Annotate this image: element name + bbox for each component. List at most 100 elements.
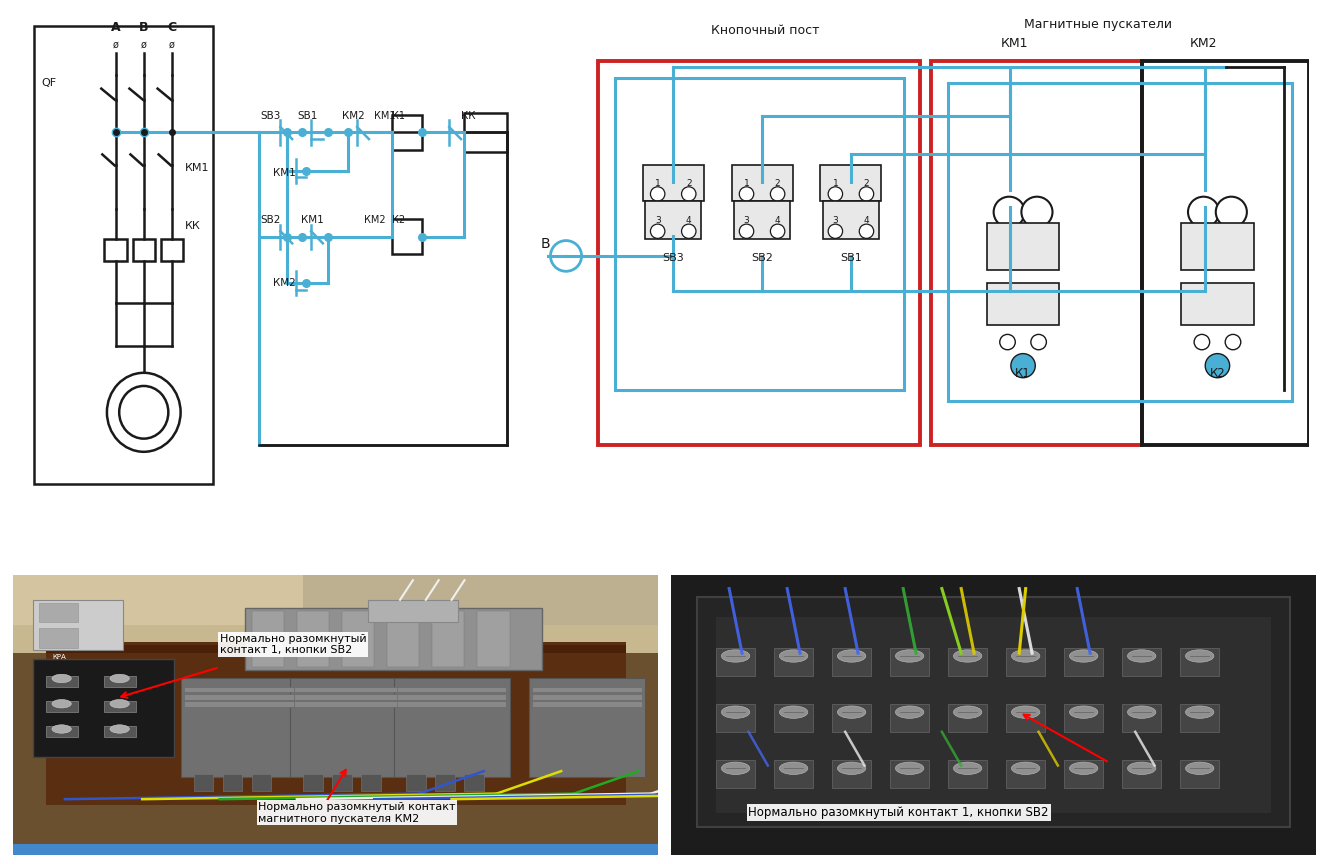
Circle shape	[722, 650, 750, 662]
Circle shape	[771, 187, 785, 201]
Bar	[296, 611, 330, 667]
Circle shape	[1011, 650, 1039, 662]
Bar	[104, 726, 136, 738]
Bar	[716, 760, 755, 788]
Bar	[529, 678, 645, 777]
Bar	[1065, 703, 1103, 732]
Circle shape	[896, 706, 924, 718]
Bar	[45, 642, 626, 805]
Bar	[303, 774, 323, 791]
Bar	[246, 608, 542, 670]
Text: 3: 3	[744, 216, 750, 225]
Bar	[33, 26, 213, 484]
Bar	[1122, 703, 1162, 732]
Text: В: В	[541, 237, 550, 251]
Circle shape	[739, 224, 754, 238]
Bar	[259, 132, 508, 445]
Circle shape	[1185, 650, 1213, 662]
Bar	[13, 575, 303, 626]
Bar	[932, 61, 1143, 445]
Circle shape	[953, 650, 982, 662]
Text: 4: 4	[686, 216, 691, 225]
Bar	[133, 239, 155, 262]
Text: КРА: КРА	[52, 654, 65, 660]
Circle shape	[110, 674, 129, 683]
Bar	[948, 83, 1292, 401]
Bar	[1180, 648, 1219, 676]
Bar	[1065, 648, 1103, 676]
Text: ø: ø	[169, 40, 175, 49]
Text: К2: К2	[392, 215, 405, 225]
Text: Нормально разомкнутый
контакт 1, кнопки SB2: Нормально разомкнутый контакт 1, кнопки …	[219, 633, 367, 655]
Circle shape	[110, 700, 129, 708]
Bar	[464, 113, 508, 152]
Bar	[832, 648, 870, 676]
Bar	[33, 600, 122, 651]
Bar	[294, 688, 403, 693]
Bar	[832, 760, 870, 788]
Bar	[696, 597, 1290, 828]
Circle shape	[52, 674, 72, 683]
Bar	[1006, 648, 1045, 676]
Bar	[832, 703, 870, 732]
Text: 3: 3	[832, 216, 839, 225]
Bar	[1122, 648, 1162, 676]
Bar	[949, 703, 987, 732]
Circle shape	[1216, 197, 1247, 227]
Text: SB3: SB3	[260, 111, 280, 121]
Bar	[161, 239, 183, 262]
Bar	[1143, 61, 1309, 445]
Circle shape	[1011, 353, 1035, 378]
Text: КМ2: КМ2	[364, 215, 385, 225]
Circle shape	[739, 187, 754, 201]
Text: ø: ø	[113, 40, 118, 49]
Bar	[890, 760, 929, 788]
Bar	[223, 774, 242, 791]
Bar	[1181, 283, 1253, 325]
Bar	[397, 702, 506, 707]
Circle shape	[953, 706, 982, 718]
Circle shape	[779, 706, 808, 718]
Bar	[361, 774, 380, 791]
Circle shape	[550, 240, 582, 271]
Bar	[615, 78, 904, 391]
Circle shape	[837, 762, 865, 774]
Text: Нормально разомкнутый контакт 1, кнопки SB2: Нормально разомкнутый контакт 1, кнопки …	[748, 806, 1049, 819]
Text: 2: 2	[775, 179, 780, 188]
Bar	[294, 702, 403, 707]
Bar	[532, 702, 642, 707]
Circle shape	[1185, 762, 1213, 774]
Bar	[181, 678, 296, 777]
Text: К1: К1	[392, 111, 405, 121]
Bar	[987, 223, 1059, 270]
Bar	[949, 760, 987, 788]
Text: КМ1: КМ1	[1001, 37, 1029, 50]
Circle shape	[110, 725, 129, 734]
Text: 3: 3	[655, 216, 661, 225]
Bar	[104, 676, 136, 687]
Circle shape	[1225, 334, 1241, 350]
Bar	[45, 701, 77, 712]
Circle shape	[837, 650, 865, 662]
Text: Нормально разомкнутый контакт
магнитного пускателя КМ2: Нормально разомкнутый контакт магнитного…	[258, 802, 456, 823]
Bar	[392, 115, 421, 150]
Text: 1: 1	[655, 179, 661, 188]
Circle shape	[650, 187, 664, 201]
Bar	[823, 201, 878, 239]
Circle shape	[52, 725, 72, 734]
Circle shape	[52, 700, 72, 708]
Bar	[949, 648, 987, 676]
Bar	[251, 611, 284, 667]
Circle shape	[1127, 650, 1156, 662]
Text: 2: 2	[686, 179, 691, 188]
Bar	[775, 648, 813, 676]
Text: КК: КК	[461, 111, 476, 121]
Text: A: A	[110, 21, 121, 34]
Text: B: B	[140, 21, 149, 34]
Circle shape	[896, 650, 924, 662]
Circle shape	[994, 197, 1025, 227]
Circle shape	[828, 224, 843, 238]
Text: КМ2: КМ2	[1189, 37, 1217, 50]
Text: К1: К1	[1015, 366, 1031, 379]
Circle shape	[953, 762, 982, 774]
